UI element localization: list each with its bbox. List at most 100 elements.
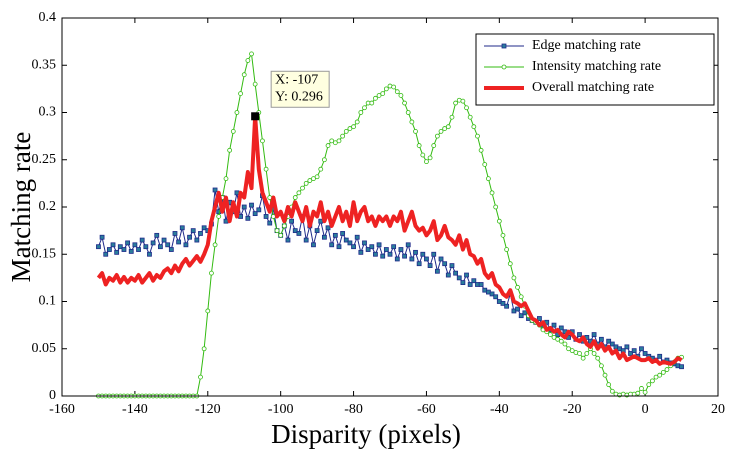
- point: [595, 355, 601, 361]
- y-tick-label: 0.25: [32, 152, 57, 167]
- point: [216, 214, 222, 219]
- point: [606, 382, 612, 388]
- point: [577, 351, 582, 356]
- point: [114, 249, 120, 255]
- point: [249, 202, 254, 208]
- point: [336, 138, 342, 144]
- point: [198, 374, 203, 380]
- point: [340, 133, 346, 139]
- point: [445, 124, 451, 130]
- point: [511, 275, 517, 281]
- point: [285, 237, 291, 243]
- point: [212, 242, 218, 248]
- point: [303, 237, 309, 243]
- y-tick-label: 0.1: [39, 294, 57, 309]
- point: [624, 344, 630, 350]
- point: [566, 346, 571, 352]
- point: [241, 72, 247, 78]
- point: [132, 242, 138, 248]
- point: [278, 232, 284, 238]
- point: [281, 223, 287, 229]
- point: [504, 247, 510, 252]
- point: [460, 98, 466, 104]
- point: [296, 190, 302, 196]
- point: [351, 124, 356, 130]
- point: [354, 119, 360, 125]
- point: [380, 91, 386, 96]
- point: [413, 249, 418, 255]
- x-tick-label: -160: [49, 402, 75, 417]
- point: [642, 351, 648, 356]
- x-tick-label: 0: [642, 402, 649, 417]
- point: [405, 110, 411, 115]
- point: [256, 207, 262, 213]
- point: [657, 372, 663, 378]
- point: [460, 280, 466, 286]
- x-tick-label: -20: [563, 402, 582, 417]
- point: [190, 228, 196, 234]
- x-tick-label: -40: [490, 402, 509, 417]
- point: [653, 374, 659, 380]
- point: [449, 114, 455, 120]
- point: [234, 190, 240, 196]
- point: [442, 126, 448, 131]
- point: [154, 232, 160, 238]
- point: [274, 228, 280, 234]
- point: [591, 351, 597, 356]
- point: [383, 86, 389, 92]
- point: [551, 322, 557, 328]
- point: [456, 275, 462, 281]
- point: [314, 174, 320, 180]
- point: [442, 261, 448, 267]
- series-line: [96, 114, 683, 366]
- point: [143, 244, 149, 250]
- point: [628, 351, 633, 356]
- point: [438, 256, 444, 262]
- point: [464, 105, 469, 111]
- point: [311, 242, 316, 248]
- point: [635, 390, 641, 396]
- point: [467, 114, 473, 120]
- point: [660, 369, 666, 375]
- point: [551, 335, 557, 340]
- point: [303, 180, 309, 186]
- point: [296, 231, 302, 236]
- point: [329, 242, 335, 248]
- datatip-text: X: -107: [275, 72, 318, 87]
- point: [584, 351, 590, 356]
- point: [183, 242, 189, 248]
- point: [427, 155, 433, 161]
- x-tick-label: -60: [417, 402, 436, 417]
- point: [609, 388, 615, 394]
- point: [351, 244, 356, 250]
- point: [176, 239, 182, 245]
- point: [260, 138, 265, 144]
- point: [398, 247, 404, 252]
- point: [467, 282, 473, 287]
- point: [165, 242, 171, 248]
- y-axis-label: Matching rate: [6, 132, 36, 283]
- point: [555, 336, 561, 342]
- point: [558, 338, 564, 344]
- point: [646, 382, 652, 388]
- x-tick-label: -80: [344, 402, 363, 417]
- point: [642, 389, 648, 395]
- point: [307, 178, 313, 183]
- point: [223, 176, 229, 182]
- point: [449, 263, 455, 268]
- point: [347, 240, 353, 246]
- legend-label: Overall matching rate: [532, 80, 654, 95]
- point: [478, 147, 484, 153]
- point: [471, 124, 477, 130]
- point: [453, 100, 459, 106]
- point: [223, 218, 229, 224]
- point: [391, 84, 397, 90]
- point: [347, 126, 353, 131]
- legend-label: Edge matching rate: [532, 38, 641, 53]
- point: [103, 251, 109, 257]
- point: [387, 251, 393, 257]
- point: [376, 93, 382, 98]
- point: [493, 294, 499, 300]
- point: [245, 58, 251, 63]
- point: [187, 234, 192, 240]
